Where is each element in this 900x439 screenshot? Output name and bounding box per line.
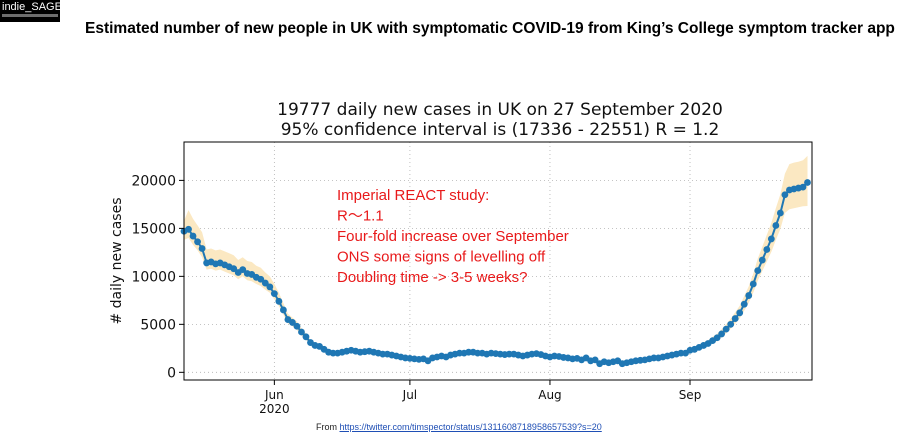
annotation-line: Imperial REACT study: [337,187,489,204]
data-point [230,265,238,273]
chart-title-block: 19777 daily new cases in UK on 27 Septem… [200,100,800,140]
annotation: Imperial REACT study: R〜1.1 Four-fold incr… [337,187,569,286]
y-axis-label: # daily new cases [109,197,125,324]
annotation-line: Doubling time -> 3-5 weeks? [337,269,528,286]
data-point [198,245,206,252]
source-link[interactable]: https://twitter.com/timspector/status/13… [339,422,602,432]
data-point [185,225,192,233]
data-point [758,256,766,264]
chart-title: 19777 daily new cases in UK on 27 Septem… [277,100,723,120]
data-point [731,315,739,322]
y-tick-label: 0 [167,365,176,381]
data-point [745,292,753,299]
data-point [799,183,807,191]
x-tick-sublabel: 2020 [259,402,290,416]
data-point [279,306,287,314]
y-tick-label: 15000 [131,221,176,237]
data-point [261,279,269,287]
data-point [754,267,762,274]
data-point [740,300,748,308]
annotation-line: ONS some signs of levelling off [337,249,546,266]
logo-tagline-bar [2,14,58,17]
annotation-line: Four-fold increase over September [337,228,569,245]
data-point [722,325,730,333]
data-point [772,222,780,229]
data-point [781,191,789,199]
data-point [275,297,283,305]
data-point [239,266,247,274]
data-point [257,275,265,283]
data-point [298,328,305,336]
data-point [736,309,744,317]
x-tick-label: Sep [679,388,702,402]
x-tick-label: Jul [402,388,417,402]
source-line: From https://twitter.com/timspector/stat… [316,422,602,432]
slide-title: Estimated number of new people in UK wit… [85,20,895,37]
data-point [591,356,599,364]
plot-frame [183,141,813,381]
y-tick-label: 5000 [140,317,176,333]
logo-text: indie_SAGE [2,1,62,13]
data-point [302,333,310,341]
chart-subtitle: 95% confidence interval is (17336 - 2255… [280,120,720,140]
source-prefix: From [316,422,340,432]
data-point [713,334,721,342]
indie-sage-logo: indie_SAGE [0,0,62,22]
y-tick-label: 20000 [131,173,176,189]
data-point [194,238,201,246]
data-point [289,319,296,326]
data-point [293,322,301,330]
y-tick-label: 10000 [131,269,176,285]
data-point [776,209,784,217]
data-point [749,280,757,288]
data-point [763,246,771,253]
data-point [727,320,735,328]
data-point [266,283,274,291]
x-tick-label: Aug [538,388,561,402]
data-point [718,330,726,338]
data-point [804,179,811,186]
annotation-line: R〜1.1 [337,208,384,225]
x-tick-label: Jun [264,388,284,402]
data-point [767,235,775,243]
data-point [189,232,197,240]
data-point [270,290,278,298]
